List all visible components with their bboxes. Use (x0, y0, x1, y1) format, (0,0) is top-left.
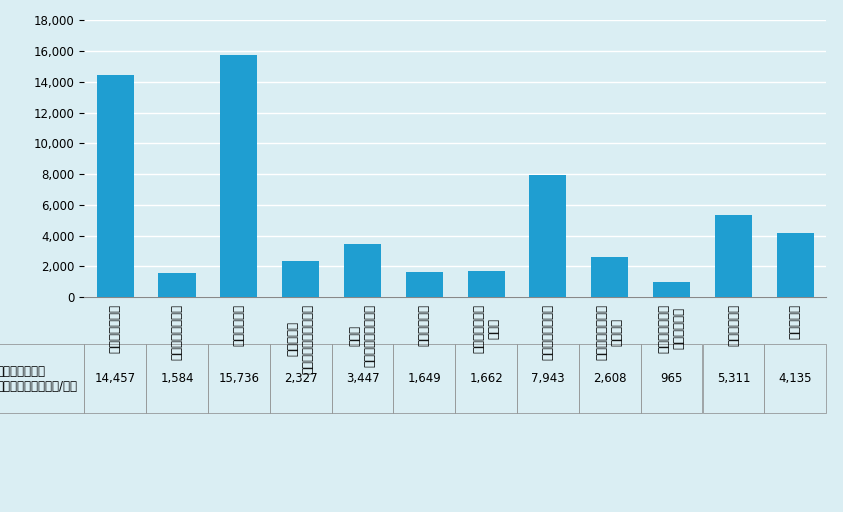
Bar (653, 282, 690, 297)
Bar (405, 272, 443, 297)
Bar (282, 261, 319, 297)
Bar (468, 271, 505, 297)
Bar (529, 175, 566, 297)
Bar (776, 233, 813, 297)
Bar (344, 244, 381, 297)
Bar (220, 55, 257, 297)
Bar (591, 257, 628, 297)
Bar (715, 216, 752, 297)
Bar (97, 75, 134, 297)
Bar (158, 272, 196, 297)
